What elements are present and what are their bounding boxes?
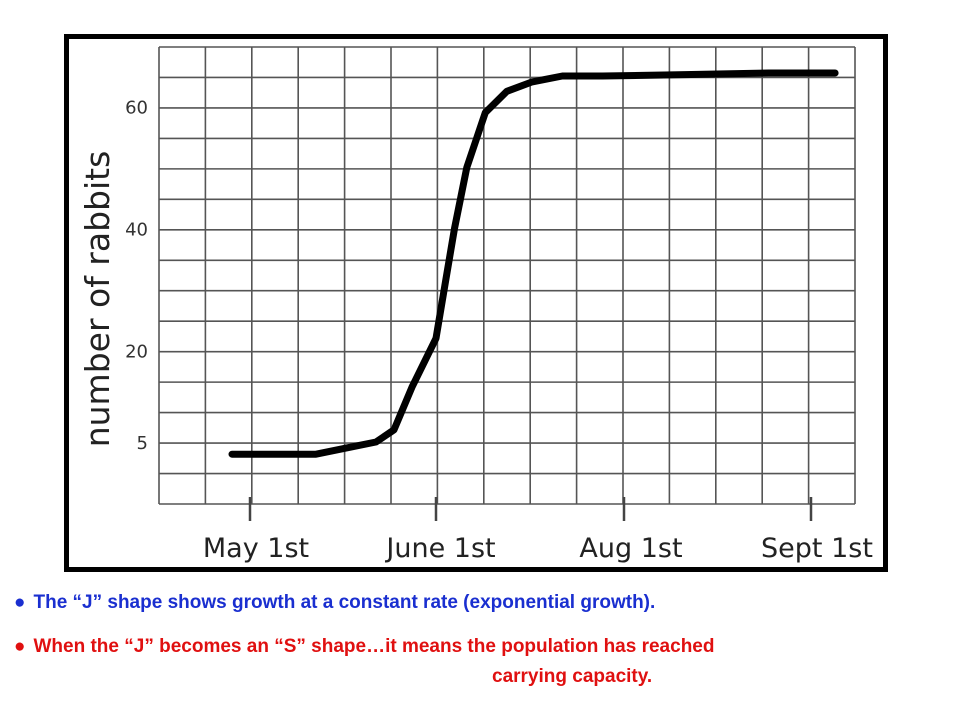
note-carrying-capacity: ● When the “J” becomes an “S” shape…it me…	[14, 636, 714, 658]
grid	[158, 46, 856, 505]
y-tick-label: 60	[125, 98, 148, 119]
series-line	[228, 69, 839, 458]
chart-frame: number of rabbits 5 20 40 60 May 1st June 1st…	[64, 34, 888, 572]
x-tick-marks	[248, 497, 813, 521]
y-axis-title: number of rabbits	[78, 151, 117, 448]
x-tick-label: May 1st	[203, 533, 309, 564]
bullet-icon: ●	[14, 636, 26, 657]
x-tick-label: Aug 1st	[579, 533, 682, 564]
series-layer	[228, 69, 839, 458]
note-carrying-capacity-continued: carrying capacity.	[492, 666, 652, 688]
note-2-text: When the “J” becomes an “S” shape…it mea…	[33, 636, 715, 657]
y-tick-label: 5	[137, 433, 148, 454]
chart-svg: number of rabbits 5 20 40 60 May 1st June 1st…	[78, 46, 873, 565]
x-tick-label: Sept 1st	[761, 533, 873, 564]
note-1-text: The “J” shape shows growth at a constant…	[33, 592, 656, 613]
note-2-text-continued: carrying capacity.	[492, 666, 653, 687]
note-exponential-growth: ● The “J” shape shows growth at a constan…	[14, 592, 655, 614]
x-tick-label: June 1st	[384, 533, 495, 564]
y-tick-label: 20	[125, 342, 148, 363]
axis-labels: number of rabbits 5 20 40 60 May 1st June 1st…	[78, 98, 873, 565]
y-tick-label: 40	[125, 220, 148, 241]
bullet-icon: ●	[14, 592, 26, 613]
